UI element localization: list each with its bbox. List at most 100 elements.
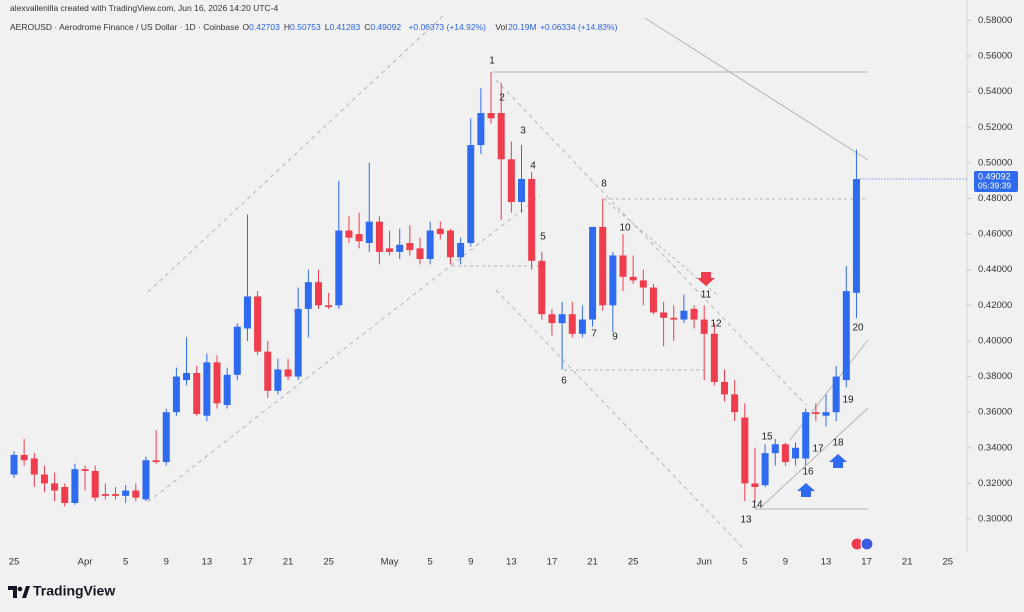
- candle-body: [91, 470, 99, 498]
- y-tick-label: 0.58000: [978, 15, 1012, 26]
- ohlc-value: 0.50753: [290, 22, 321, 32]
- candle-body: [802, 412, 810, 459]
- y-tick-label: 0.50000: [978, 157, 1012, 168]
- candle-body: [558, 314, 566, 324]
- symbol: AEROUSD · Aerodrome Finance / US Dollar …: [10, 22, 240, 32]
- x-tick-label: 25: [323, 557, 334, 568]
- wave-label: 19: [842, 395, 854, 406]
- candle-body: [680, 310, 688, 320]
- volume-change: +0.06334 (+14.83%): [539, 22, 618, 32]
- price-tag-value: 0.49092: [978, 171, 1011, 181]
- wave-label: 12: [710, 319, 722, 330]
- candle-body: [690, 308, 698, 320]
- wave-label: 20: [852, 323, 864, 334]
- x-tick-label: 17: [547, 557, 558, 568]
- candle-body: [61, 486, 69, 503]
- wave-label: 8: [601, 179, 607, 190]
- candle-body: [243, 296, 251, 329]
- candle-body: [771, 444, 779, 454]
- candle-body: [335, 230, 343, 306]
- candle-body: [721, 381, 728, 395]
- volume-label: Vol: [495, 22, 508, 32]
- flag: [860, 537, 874, 551]
- x-tick-label: 25: [943, 557, 954, 568]
- y-tick-label: 0.32000: [978, 478, 1012, 489]
- candle-body: [751, 483, 759, 487]
- candle-body: [639, 280, 647, 288]
- candle-body: [497, 113, 505, 160]
- candle-body: [507, 159, 515, 203]
- candle-body: [710, 333, 718, 382]
- candle-body: [355, 234, 363, 242]
- candles: [10, 72, 860, 507]
- candle-body: [274, 369, 282, 391]
- candle-body: [649, 287, 657, 313]
- candle-body: [599, 226, 607, 306]
- x-tick-label: 13: [821, 557, 832, 568]
- x-tick-label: 13: [202, 557, 213, 568]
- x-tick-label: 21: [587, 557, 598, 568]
- candle-body: [264, 351, 272, 391]
- candle-body: [477, 113, 485, 146]
- x-tick-label: Apr: [78, 557, 93, 568]
- x-tick-label: 13: [506, 557, 517, 568]
- candle-body: [436, 228, 444, 235]
- candle-body: [223, 374, 231, 406]
- y-tick-label: 0.48000: [978, 193, 1012, 204]
- candle-body: [812, 412, 820, 414]
- candle-body: [781, 444, 789, 463]
- candle-body: [842, 291, 850, 381]
- up-arrow: [797, 483, 815, 497]
- x-tick-label: 5: [428, 557, 433, 568]
- wave-label: 1: [489, 56, 495, 67]
- wave-label: 15: [761, 432, 773, 443]
- candle-body: [71, 469, 79, 503]
- y-tick-label: 0.36000: [978, 407, 1012, 418]
- trend-line: [759, 407, 869, 509]
- candle-body: [30, 458, 38, 475]
- candle-body: [578, 319, 586, 334]
- ohlc-key: C: [364, 22, 371, 32]
- ohlc-value: 0.42703: [249, 22, 280, 32]
- candle-body: [538, 260, 546, 315]
- candle-body: [81, 469, 89, 471]
- candle-body: [731, 394, 739, 413]
- x-tick-label: 17: [861, 557, 872, 568]
- candle-body: [10, 454, 18, 475]
- x-tick-label: 25: [628, 557, 639, 568]
- candle-body: [284, 369, 292, 377]
- trend-line: [789, 339, 869, 441]
- logo-mark: [22, 586, 30, 598]
- candle-body: [51, 483, 59, 491]
- brand: TradingView: [33, 583, 115, 599]
- candle-body: [112, 494, 119, 496]
- y-tick-label: 0.52000: [978, 122, 1012, 133]
- wave-label: 10: [619, 223, 631, 234]
- candle-body: [213, 362, 221, 404]
- candle-body: [629, 276, 637, 281]
- candle-body: [365, 221, 373, 244]
- ohlc-key: O: [242, 22, 250, 32]
- ohlc-value: 0.41283: [329, 22, 361, 32]
- wave-label: 13: [740, 515, 752, 526]
- candle-body: [457, 243, 465, 258]
- candle-body: [193, 372, 201, 414]
- candle-body: [416, 248, 424, 260]
- wave-label: 14: [751, 500, 763, 511]
- candle-body: [619, 255, 627, 277]
- candle-body: [528, 178, 536, 261]
- candle-body: [822, 412, 830, 416]
- ohlc-key: L: [324, 22, 330, 32]
- wave-label: 11: [701, 290, 712, 301]
- candle-body: [203, 362, 211, 416]
- candle-body: [832, 376, 840, 413]
- volume: 20.19M: [508, 22, 537, 32]
- arrows: [697, 272, 847, 497]
- candle-body: [670, 317, 678, 320]
- candle-body: [792, 447, 800, 459]
- candle-body: [487, 113, 495, 119]
- down-arrow: [697, 272, 715, 286]
- candle-body: [325, 305, 333, 308]
- ohlc-key: H: [283, 22, 290, 32]
